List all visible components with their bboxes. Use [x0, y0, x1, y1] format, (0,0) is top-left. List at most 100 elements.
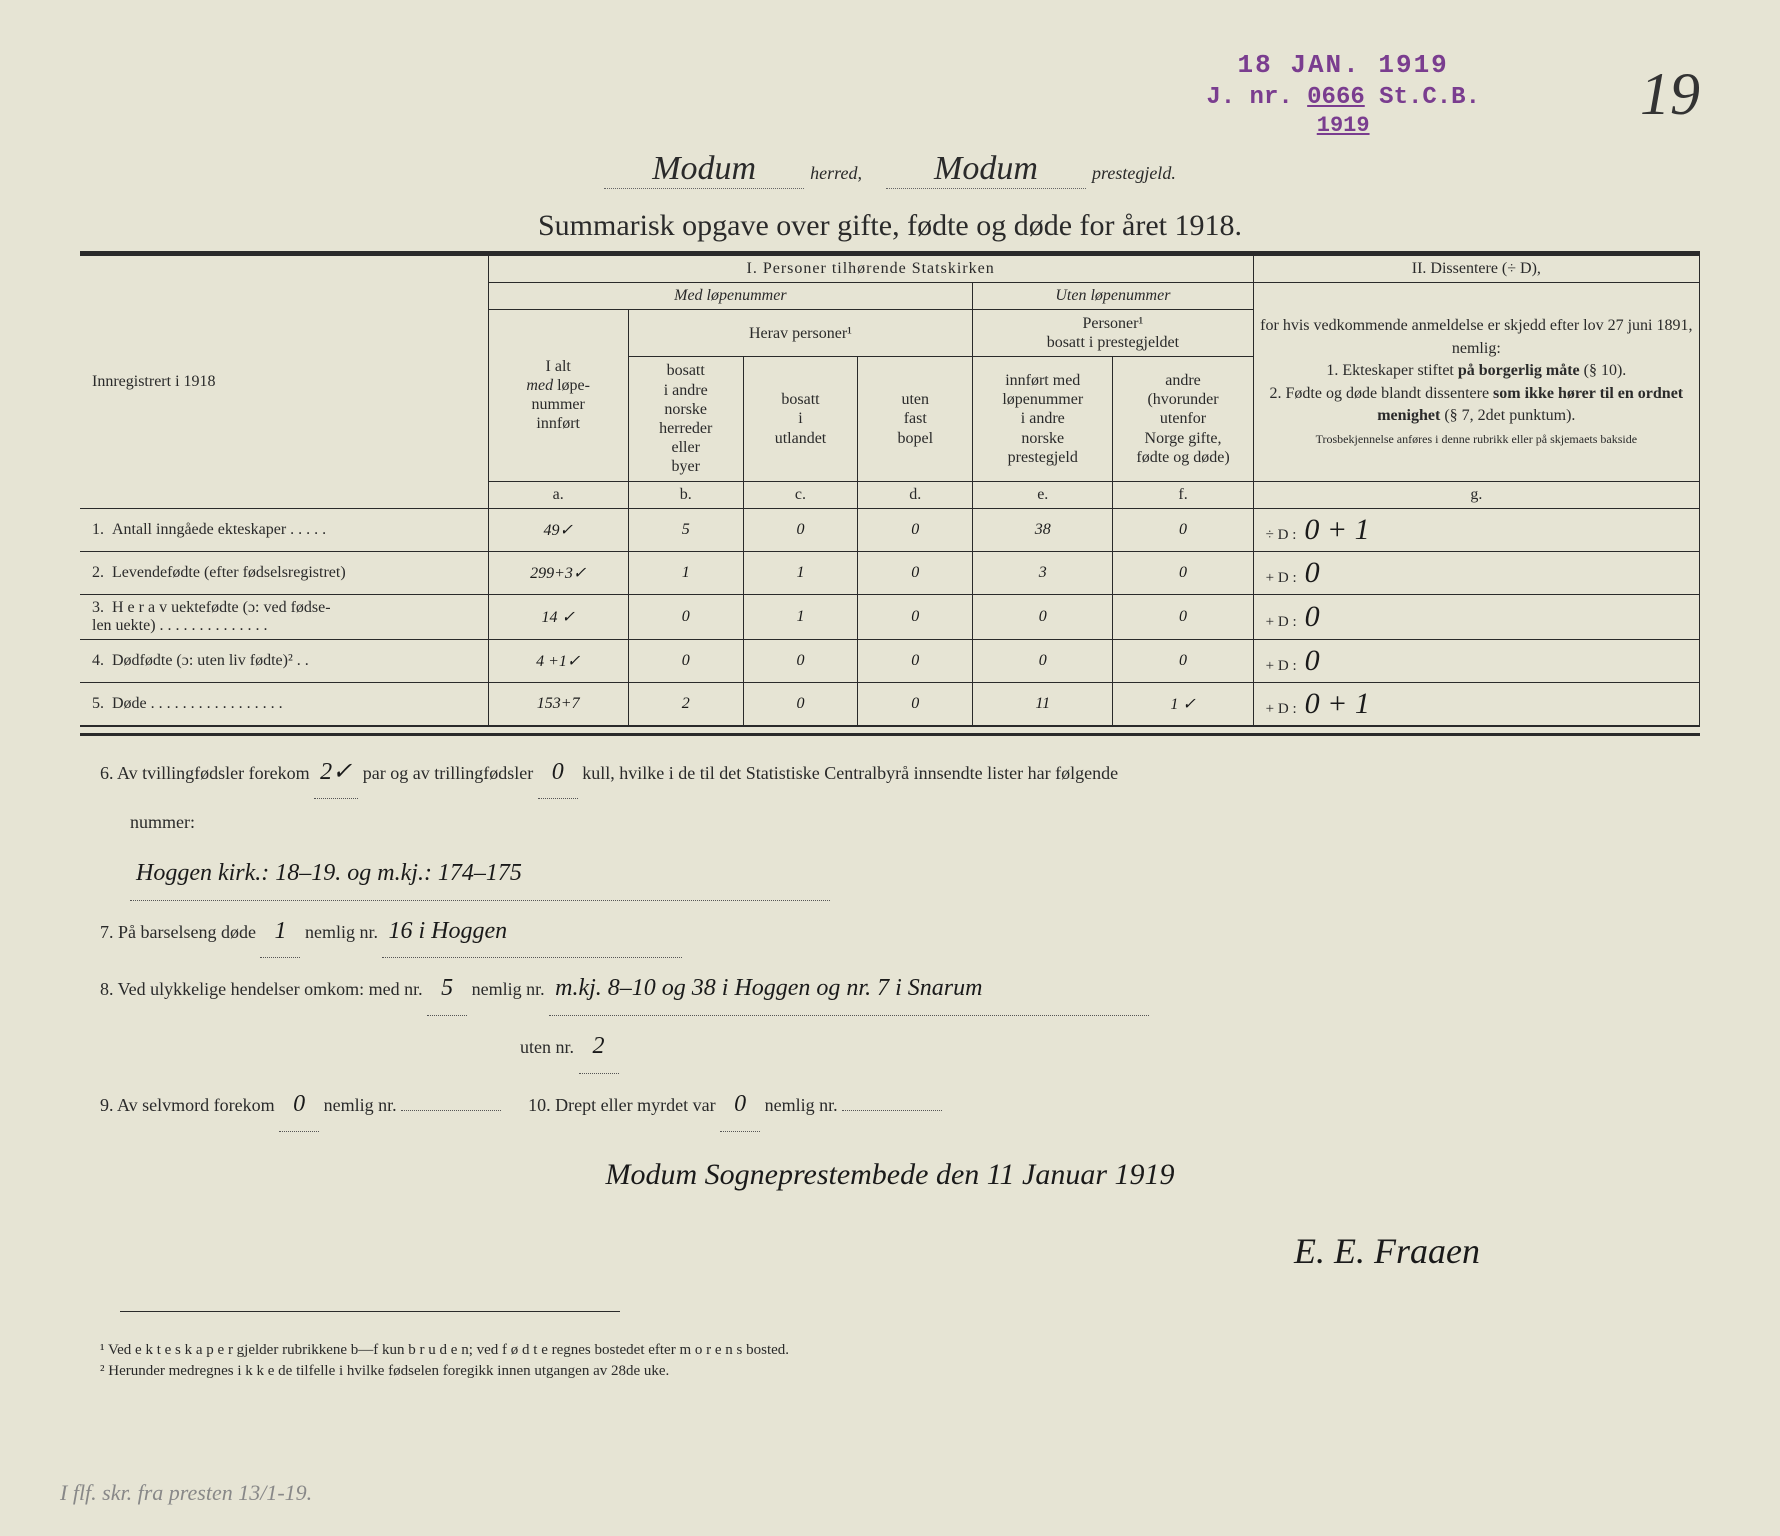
- med-header: Med løpenummer: [488, 283, 973, 310]
- herred-value: Modum: [604, 150, 804, 189]
- cell-e: 38: [973, 508, 1113, 551]
- cell-a: 4 +1✓: [488, 639, 628, 682]
- l6b: par og av trillingfødsler: [363, 763, 533, 783]
- cell-d: 0: [858, 639, 973, 682]
- footnote-2: ² Herunder medregnes i k k e de tilfelle…: [100, 1363, 1680, 1380]
- table-bottom-thin: [80, 726, 1700, 727]
- cell-c: 0: [743, 682, 858, 725]
- stamp-year: 1919: [1206, 113, 1480, 138]
- cell-b: 0: [628, 594, 743, 639]
- col-innreg: Innregistrert i 1918: [80, 256, 488, 509]
- row-label: 2. Levendefødte (efter fødselsregistret): [80, 551, 488, 594]
- l7v2: 16 i Hoggen: [382, 905, 682, 959]
- col-c-header: bosattiutlandet: [743, 357, 858, 481]
- table-row: 4. Dødfødte (ɔ: uten liv fødte)² . . 4 +…: [80, 639, 1700, 682]
- l7v1: 1: [260, 905, 300, 959]
- l9b: nemlig nr.: [324, 1095, 397, 1115]
- cell-c: 0: [743, 508, 858, 551]
- stamp-date: 18 JAN. 1919: [1206, 50, 1480, 80]
- cell-b: 5: [628, 508, 743, 551]
- cell-e: 3: [973, 551, 1113, 594]
- l7b: nemlig nr.: [305, 922, 378, 942]
- col-e-header: innført medløpenummeri andrenorskepreste…: [973, 357, 1113, 481]
- letter-a: a.: [488, 481, 628, 508]
- diss-text: for hvis vedkommende anmeldelse er skjed…: [1253, 283, 1699, 482]
- table-row: 3. H e r a v uektefødte (ɔ: ved fødse-le…: [80, 594, 1700, 639]
- row-label: 1. Antall inngåede ekteskaper . . . . .: [80, 508, 488, 551]
- col-f-header: andre(hvorunderutenforNorge gifte,fødte …: [1113, 357, 1253, 481]
- l9a: 9. Av selvmord forekom: [100, 1095, 275, 1115]
- l6a: 6. Av tvillingfødsler forekom: [100, 763, 310, 783]
- footnote-1: ¹ Ved e k t e s k a p e r gjelder rubrik…: [100, 1342, 1680, 1359]
- l10b: nemlig nr.: [765, 1095, 838, 1115]
- page-number: 19: [1640, 60, 1700, 129]
- prestegjeld-label: prestegjeld.: [1092, 163, 1176, 183]
- signature: E. E. Fraaen: [100, 1212, 1680, 1291]
- l6c: kull, hvilke i de til det Statistiske Ce…: [582, 763, 1118, 783]
- prestegjeld-value: Modum: [886, 150, 1086, 189]
- page-title: Summarisk opgave over gifte, fødte og dø…: [80, 209, 1700, 243]
- line-7: 7. På barselseng døde 1 nemlig nr. 16 i …: [100, 905, 1680, 959]
- cell-f: 0: [1113, 594, 1253, 639]
- letter-g: g.: [1253, 481, 1699, 508]
- line-8: 8. Ved ulykkelige hendelser omkom: med n…: [100, 962, 1680, 1016]
- cell-d: 0: [858, 594, 973, 639]
- cell-f: 0: [1113, 551, 1253, 594]
- l8c: uten nr.: [520, 1037, 574, 1057]
- cell-a: 153+7: [488, 682, 628, 725]
- l6-tvilling: 2✓: [314, 746, 358, 800]
- cell-e: 11: [973, 682, 1113, 725]
- l10v1: 0: [720, 1078, 760, 1132]
- l8b: nemlig nr.: [472, 979, 545, 999]
- herred-label: herred,: [810, 163, 862, 183]
- l9-blank: [401, 1110, 501, 1111]
- cell-a: 14 ✓: [488, 594, 628, 639]
- pers-bos-header: Personer¹bosatt i prestegjeldet: [973, 310, 1254, 357]
- cell-c: 1: [743, 551, 858, 594]
- line-6d: nummer:: [100, 803, 1680, 843]
- cell-b: 0: [628, 639, 743, 682]
- cell-g: + D : 0: [1253, 594, 1699, 639]
- pencil-note: I flf. skr. fra presten 13/1-19.: [60, 1480, 312, 1506]
- stamp-jnr-num: 0666: [1307, 84, 1365, 111]
- herav-header: Herav personer¹: [628, 310, 972, 357]
- cell-e: 0: [973, 639, 1113, 682]
- cell-b: 1: [628, 551, 743, 594]
- line-6: 6. Av tvillingfødsler forekom 2✓ par og …: [100, 746, 1680, 800]
- l10-blank: [842, 1110, 942, 1111]
- body-text: 6. Av tvillingfødsler forekom 2✓ par og …: [80, 746, 1700, 1292]
- line-9-10: 9. Av selvmord forekom 0 nemlig nr. 10. …: [100, 1078, 1680, 1132]
- table-row: 1. Antall inngåede ekteskaper . . . . . …: [80, 508, 1700, 551]
- line-8c: uten nr. 2: [100, 1020, 1680, 1074]
- cell-e: 0: [973, 594, 1113, 639]
- header-line: Modum herred, Modum prestegjeld.: [80, 150, 1700, 189]
- cell-c: 0: [743, 639, 858, 682]
- l9v1: 0: [279, 1078, 319, 1132]
- stamp-block: 18 JAN. 1919 J. nr. 0666 St.C.B. 1919: [1206, 50, 1480, 138]
- section-i-header: I. Personer tilhørende Statskirken: [488, 256, 1253, 283]
- letter-f: f.: [1113, 481, 1253, 508]
- cell-g: + D : 0 + 1: [1253, 682, 1699, 725]
- table-row: 2. Levendefødte (efter fødselsregistret)…: [80, 551, 1700, 594]
- letter-b: b.: [628, 481, 743, 508]
- letter-d: d.: [858, 481, 973, 508]
- stamp-jnr: J. nr. 0666 St.C.B.: [1206, 84, 1480, 111]
- cell-g: ÷ D : 0 + 1: [1253, 508, 1699, 551]
- col-a-header: I altmed løpe-nummerinnført: [488, 310, 628, 482]
- l8v1: 5: [427, 962, 467, 1016]
- cell-f: 0: [1113, 639, 1253, 682]
- l6-nums: Hoggen kirk.: 18–19. og m.kj.: 174–175: [130, 847, 830, 901]
- cell-a: 299+3✓: [488, 551, 628, 594]
- place-date-text: Modum Sogneprestembede den 11 Januar 191…: [605, 1158, 1174, 1191]
- row-label: 4. Dødfødte (ɔ: uten liv fødte)² . .: [80, 639, 488, 682]
- signature-text: E. E. Fraaen: [1294, 1231, 1480, 1271]
- footnote-sep: [120, 1311, 620, 1312]
- cell-g: + D : 0: [1253, 639, 1699, 682]
- letter-c: c.: [743, 481, 858, 508]
- cell-g: + D : 0: [1253, 551, 1699, 594]
- line-6-nums: Hoggen kirk.: 18–19. og m.kj.: 174–175: [100, 847, 1680, 901]
- uten-header: Uten løpenummer: [973, 283, 1254, 310]
- cell-d: 0: [858, 682, 973, 725]
- cell-a: 49✓: [488, 508, 628, 551]
- cell-d: 0: [858, 508, 973, 551]
